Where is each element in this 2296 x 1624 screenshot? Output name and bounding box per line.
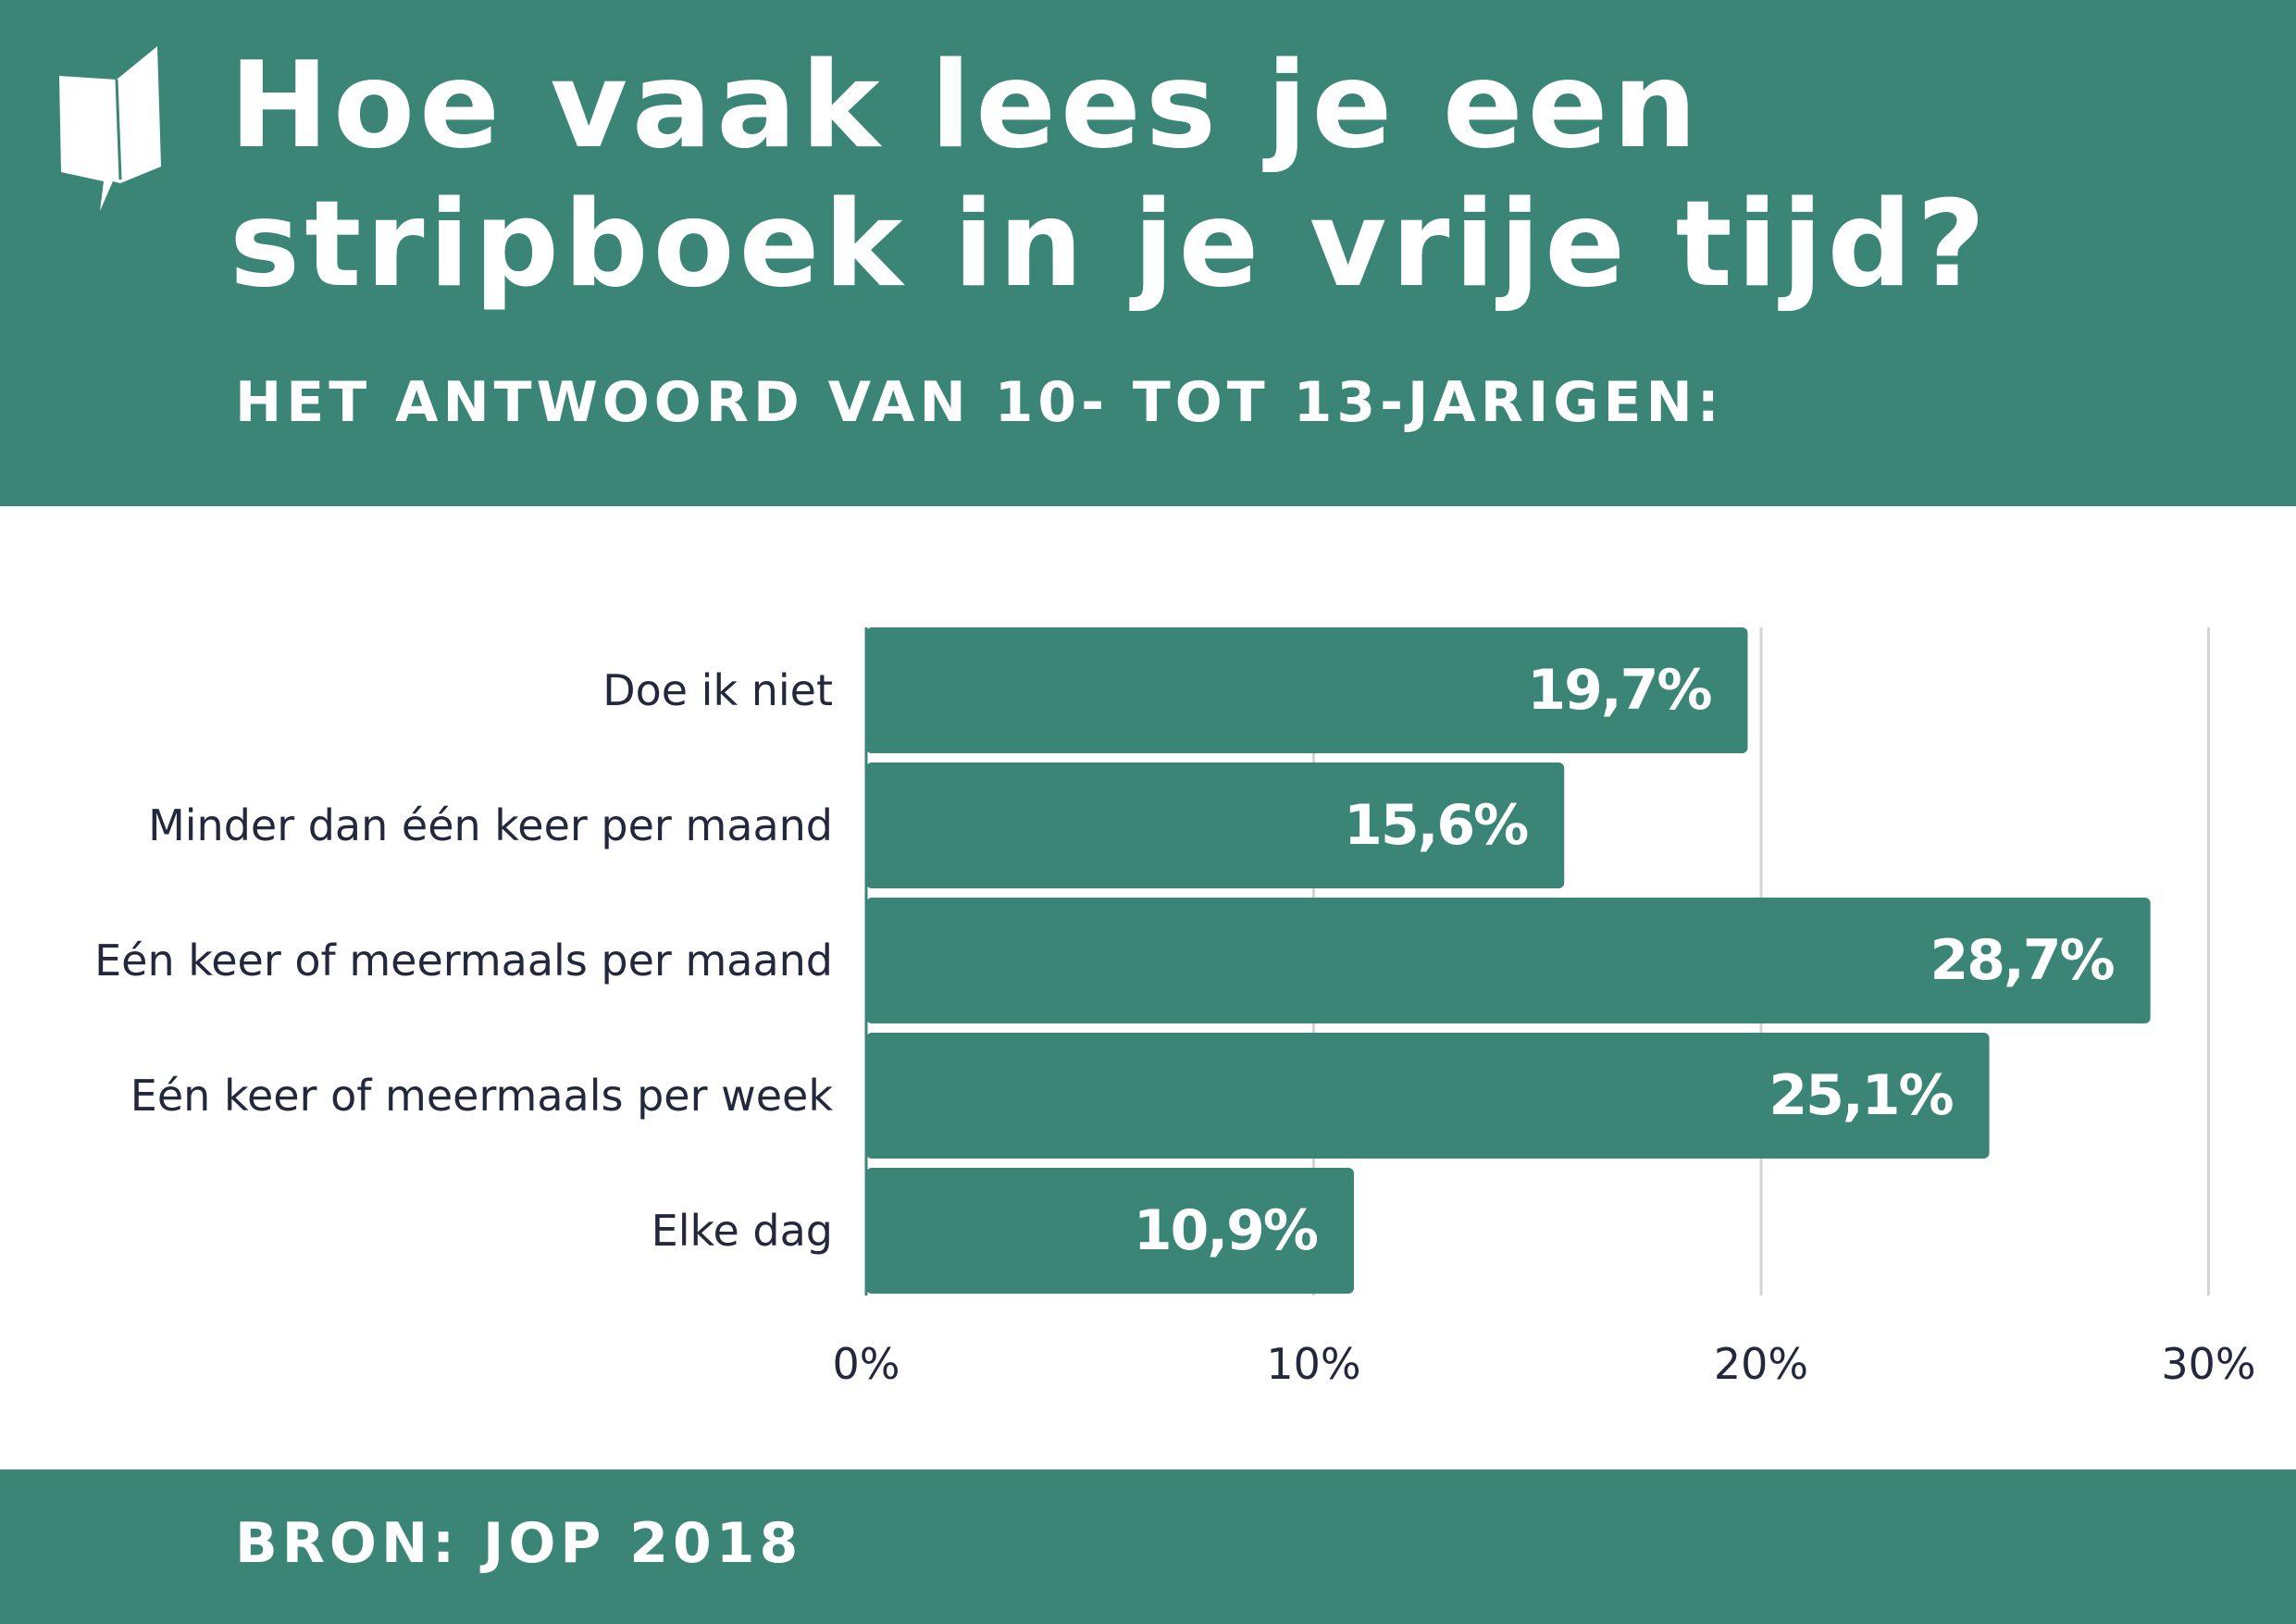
bar	[866, 1168, 1355, 1294]
value-labels: 19,7% 15,6% 28,7% 25,1% 10,9%	[1134, 658, 2116, 1263]
title-line-1: Hoe vaak lees je een	[230, 37, 1702, 175]
bar	[866, 1033, 1990, 1159]
bar	[866, 762, 1565, 888]
value-label: 10,9%	[1134, 1198, 1318, 1263]
x-tick-label: 20%	[1714, 1339, 1808, 1389]
title-line-2: stripboek in je vrije tijd?	[230, 176, 1991, 314]
x-axis-ticks: 0% 10% 20% 30%	[833, 1339, 2256, 1389]
bar	[866, 898, 2151, 1023]
value-label: 28,7%	[1930, 928, 2114, 993]
bar	[866, 627, 1748, 753]
category-label: Eén keer of meermaals per maand	[94, 936, 833, 986]
speech-bubble-book-icon	[59, 46, 161, 211]
value-label: 25,1%	[1769, 1063, 1953, 1128]
category-label: Elke dag	[652, 1206, 833, 1256]
x-tick-label: 30%	[2161, 1339, 2255, 1389]
page-subtitle: HET ANTWOORD VAN 10- TOT 13-JARIGEN:	[235, 370, 1724, 435]
bar-chart: Doe ik niet Minder dan één keer per maand…	[94, 627, 2256, 1389]
header-banner: Hoe vaak lees je een stripboek in je vri…	[0, 0, 2296, 506]
value-label: 19,7%	[1527, 658, 1711, 723]
x-tick-label: 10%	[1266, 1339, 1360, 1389]
footer-banner: BRON: JOP 2018	[0, 1469, 2296, 1624]
category-label: Eén keer of meermaals per week	[130, 1071, 834, 1121]
x-tick-label: 0%	[833, 1339, 900, 1389]
category-label: Minder dan één keer per maand	[148, 800, 833, 850]
value-label: 15,6%	[1344, 793, 1528, 858]
page-title: Hoe vaak lees je een stripboek in je vri…	[230, 37, 2265, 315]
bars	[866, 627, 2151, 1294]
source-note: BRON: JOP 2018	[235, 1511, 803, 1576]
category-labels: Doe ik niet Minder dan één keer per maand…	[94, 665, 833, 1256]
category-label: Doe ik niet	[602, 665, 833, 715]
